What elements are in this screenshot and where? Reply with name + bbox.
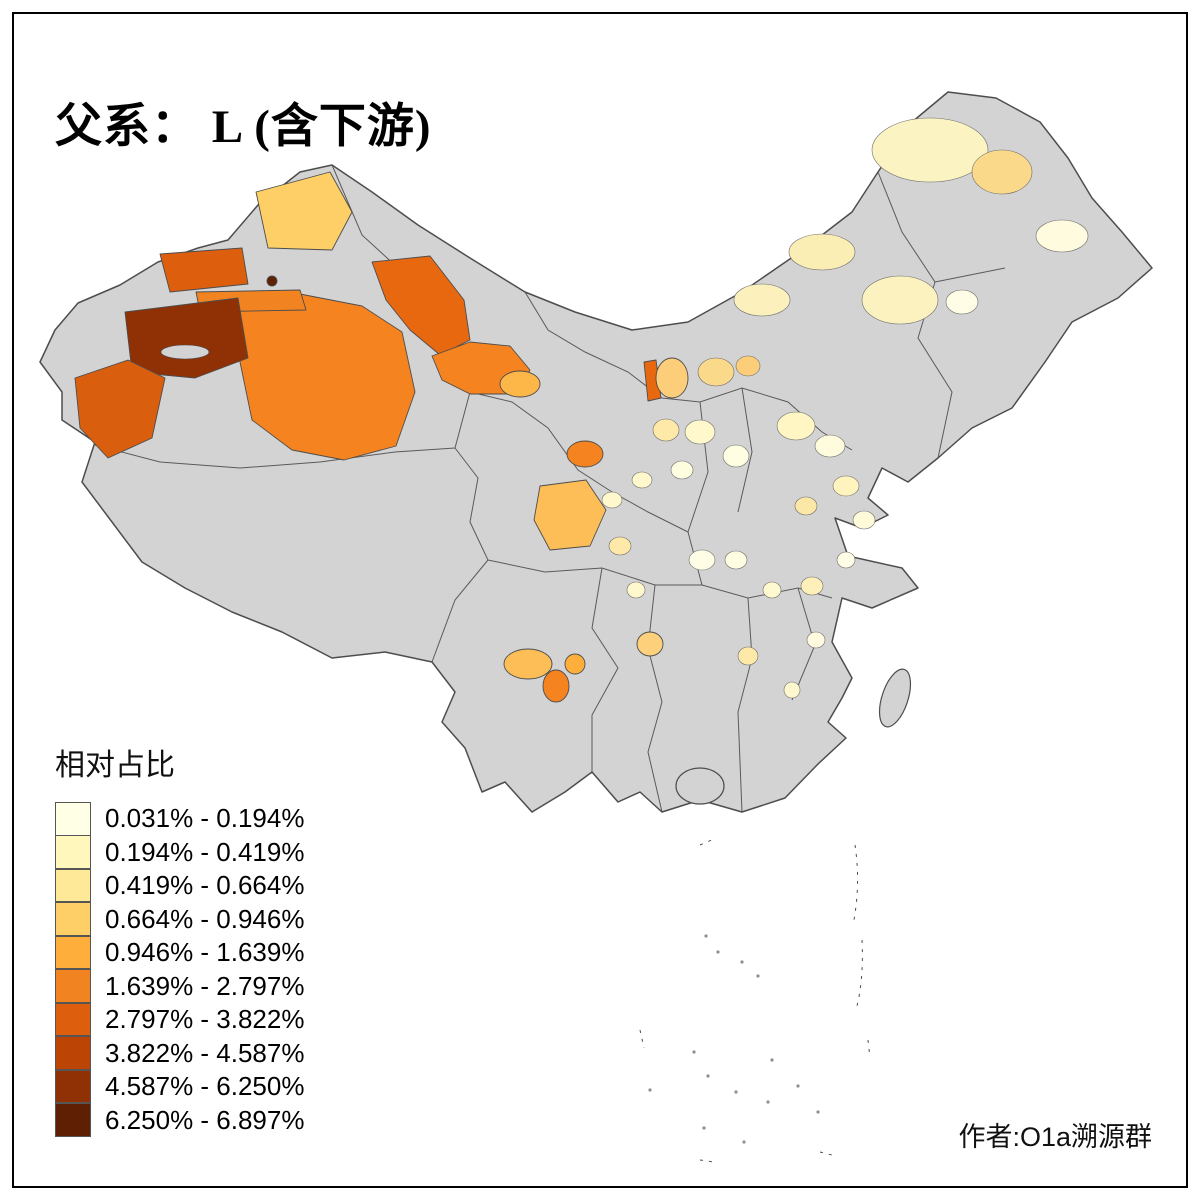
region-patch <box>652 418 680 442</box>
region-patch <box>783 681 801 699</box>
legend-item-label: 4.587% - 6.250% <box>105 1071 305 1102</box>
legend-swatch <box>55 935 91 969</box>
legend-item: 6.250% - 6.897% <box>55 1103 305 1138</box>
region-patch <box>499 370 541 398</box>
region-patch <box>762 581 782 599</box>
region-patch <box>533 479 607 551</box>
legend-swatch <box>55 1036 91 1070</box>
region-patch <box>542 669 570 703</box>
legend-swatch <box>55 802 91 836</box>
region-patch <box>601 491 623 509</box>
sea-islets <box>648 934 820 1144</box>
region-patch <box>776 411 816 441</box>
legend-swatch <box>55 1103 91 1137</box>
legend-items: 0.031% - 0.194% 0.194% - 0.419% 0.419% - 0… <box>55 802 304 1137</box>
legend-swatch <box>55 868 91 902</box>
islands <box>675 668 912 805</box>
region-patch <box>684 419 716 445</box>
region-patch <box>737 646 759 666</box>
legend-item-label: 2.797% - 3.822% <box>105 1004 305 1035</box>
region-patch <box>836 551 856 569</box>
sea-boundary-dashes <box>639 838 871 1163</box>
region-patch <box>266 275 278 287</box>
region-patch <box>237 293 416 461</box>
legend-item-label: 0.194% - 0.419% <box>105 836 305 867</box>
hainan-island <box>675 767 725 805</box>
legend-swatch <box>55 1002 91 1036</box>
region-patch <box>74 359 166 459</box>
region-patch <box>566 440 604 468</box>
region-patch <box>861 275 939 325</box>
region-patch <box>724 550 748 570</box>
legend-swatch <box>55 969 91 1003</box>
legend-item: 0.031% - 0.194% <box>55 802 304 836</box>
legend-swatch <box>55 1069 91 1103</box>
legend-title: 相对占比 <box>55 749 175 782</box>
choropleth-patches-strong <box>74 171 689 703</box>
region-patch <box>794 496 818 516</box>
legend-item: 3.822% - 4.587% <box>55 1036 305 1071</box>
legend-item: 0.194% - 0.419% <box>55 835 305 870</box>
legend-item-label: 3.822% - 4.587% <box>105 1037 305 1068</box>
region-patch <box>871 117 989 183</box>
credit-text: 作者:O1a溯源群 <box>958 1122 1152 1152</box>
region-patch <box>971 149 1033 195</box>
page-title: 父系： L (含下游) <box>55 101 432 154</box>
legend-item-label: 0.946% - 1.639% <box>105 937 305 968</box>
region-patch <box>806 631 826 649</box>
legend-item: 0.664% - 0.946% <box>55 902 305 937</box>
region-patch <box>503 648 553 680</box>
region-patch <box>945 289 979 315</box>
legend-item-label: 0.031% - 0.194% <box>105 803 305 834</box>
region-patch <box>814 434 846 458</box>
region-patch <box>788 233 856 271</box>
legend-swatch <box>55 902 91 936</box>
taiwan-island <box>878 668 912 728</box>
region-patch <box>564 653 586 675</box>
region-patch <box>852 510 876 530</box>
region-patch <box>735 355 761 377</box>
region-patch <box>1035 219 1089 253</box>
region-patch <box>160 344 210 360</box>
legend-item-label: 0.664% - 0.946% <box>105 903 305 934</box>
region-patch <box>733 283 791 317</box>
legend-item: 0.946% - 1.639% <box>55 935 305 970</box>
legend-item: 4.587% - 6.250% <box>55 1069 305 1104</box>
legend-item-label: 1.639% - 2.797% <box>105 970 305 1001</box>
region-patch <box>626 581 646 599</box>
region-patch <box>636 631 664 657</box>
legend-item-label: 6.250% - 6.897% <box>105 1104 305 1135</box>
region-patch <box>655 357 689 399</box>
legend-item: 2.797% - 3.822% <box>55 1002 305 1037</box>
region-patch <box>832 475 860 497</box>
region-patch <box>608 536 632 556</box>
legend-item-label: 0.419% - 0.664% <box>105 870 305 901</box>
region-patch <box>255 171 353 251</box>
legend-item: 1.639% - 2.797% <box>55 969 305 1004</box>
region-patch <box>159 247 249 293</box>
legend-swatch <box>55 835 91 869</box>
legend-item: 0.419% - 0.664% <box>55 868 305 903</box>
legend: 相对占比 0.031% - 0.194% 0.194% - 0.419% 0.419… <box>55 740 304 1137</box>
region-patch <box>688 549 716 571</box>
region-patch <box>697 357 735 387</box>
region-patch <box>722 444 750 468</box>
choropleth-patches-pale <box>601 117 1089 699</box>
region-patch <box>670 460 694 480</box>
region-patch <box>631 471 653 489</box>
region-patch <box>800 576 824 596</box>
